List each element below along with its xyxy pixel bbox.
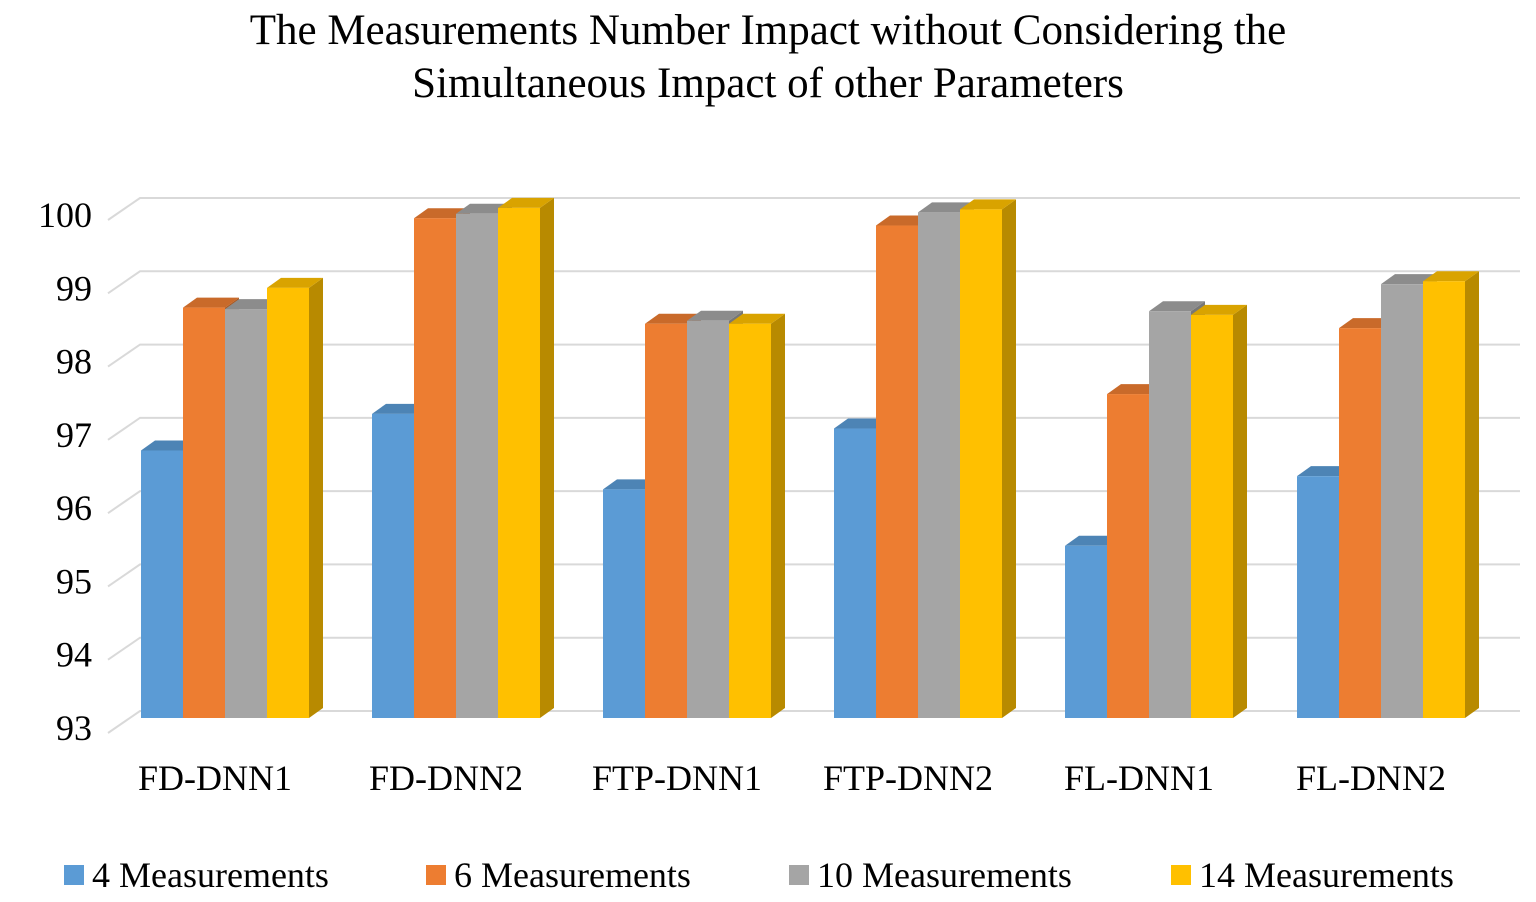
bar-front: [1381, 284, 1423, 718]
legend: 4 Measurements 6 Measurements 10 Measureme…: [0, 853, 1536, 897]
bar-front: [372, 413, 414, 718]
bar-front: [141, 450, 183, 718]
bars: [141, 197, 1479, 719]
bar-front: [498, 207, 540, 718]
legend-swatch: [64, 865, 84, 885]
bar-front: [876, 225, 918, 718]
bar-side: [1233, 304, 1247, 718]
bar-top: [267, 277, 323, 288]
y-tick-label: 95: [56, 561, 92, 601]
gridline: [107, 197, 1520, 221]
bar-front: [960, 209, 1002, 718]
legend-item: 4 Measurements: [64, 853, 329, 897]
bar-side: [771, 313, 785, 718]
bar-top: [960, 199, 1016, 210]
bar-front: [918, 212, 960, 719]
bar-front: [1149, 311, 1191, 718]
legend-swatch: [426, 865, 446, 885]
bar-front: [834, 428, 876, 718]
x-category-label: FL-DNN1: [1064, 758, 1214, 798]
legend-label: 14 Measurements: [1199, 855, 1454, 895]
legend-swatch: [1171, 865, 1191, 885]
bar-front: [1423, 281, 1465, 718]
chart-title: The Measurements Number Impact without C…: [0, 4, 1536, 110]
bar-ftp-dnn2-14: [960, 199, 1016, 718]
bar-front: [1339, 328, 1381, 718]
bar-front: [456, 213, 498, 718]
bar-side: [309, 277, 323, 718]
bar-side: [540, 197, 554, 719]
gridline: [107, 270, 1520, 295]
y-tick-label: 97: [56, 415, 92, 455]
gridline: [107, 563, 1520, 588]
y-tick-label: 99: [56, 268, 92, 308]
legend-label: 4 Measurements: [92, 855, 329, 895]
legend-item: 14 Measurements: [1171, 853, 1454, 897]
bar-ftp-dnn1-14: [729, 313, 785, 718]
bar-top: [1149, 301, 1205, 312]
bar-top: [1423, 271, 1479, 282]
bar-front: [1297, 476, 1339, 718]
x-category-label: FL-DNN2: [1296, 758, 1446, 798]
y-tick-label: 93: [56, 708, 92, 748]
x-axis-categories: FD-DNN1 FD-DNN2 FTP-DNN1 FTP-DNN2 FL-DNN1 FL-…: [138, 758, 1446, 798]
y-tick-label: 94: [56, 635, 92, 675]
bar-front: [267, 287, 309, 718]
bar-front: [225, 309, 267, 718]
gridlines: [107, 197, 1520, 734]
bar-front: [1065, 545, 1107, 718]
gridline: [107, 416, 1520, 441]
bar-front: [183, 307, 225, 718]
gridline: [107, 710, 1520, 734]
bar-chart: 93 94 95 96 97 98 99 100 FD-DNN1 FD-DNN2 FTP-DNN1…: [38, 195, 1520, 798]
legend-item: 10 Measurements: [789, 853, 1072, 897]
bar-top: [1191, 304, 1247, 315]
bar-front: [1191, 314, 1233, 718]
x-category-label: FTP-DNN1: [592, 758, 762, 798]
chart-title-line-1: The Measurements Number Impact without C…: [249, 7, 1287, 54]
bar-front: [603, 489, 645, 718]
y-tick-label: 100: [38, 195, 92, 235]
bar-fl-dnn2-14: [1423, 271, 1479, 718]
legend-item: 6 Measurements: [426, 853, 691, 897]
bar-front: [645, 323, 687, 718]
y-tick-label: 96: [56, 488, 92, 528]
legend-label: 10 Measurements: [817, 855, 1072, 895]
bar-front: [729, 323, 771, 718]
bar-top: [687, 310, 743, 321]
gridline: [107, 490, 1520, 514]
chart-title-line-2: Simultaneous Impact of other Parameters: [412, 60, 1124, 107]
y-axis-ticks: 93 94 95 96 97 98 99 100: [38, 195, 92, 748]
x-category-label: FD-DNN2: [369, 758, 523, 798]
gridline: [107, 636, 1520, 661]
x-category-label: FTP-DNN2: [823, 758, 993, 798]
y-tick-label: 98: [56, 342, 92, 382]
bar-top: [729, 313, 785, 324]
bar-top: [498, 197, 554, 208]
legend-label: 6 Measurements: [454, 855, 691, 895]
bar-front: [1107, 394, 1149, 718]
x-category-label: FD-DNN1: [138, 758, 292, 798]
bar-front: [687, 320, 729, 718]
bar-fl-dnn1-14: [1191, 304, 1247, 718]
bar-fd-dnn2-14: [498, 197, 554, 719]
legend-swatch: [789, 865, 809, 885]
bar-side: [1002, 199, 1016, 718]
gridline: [107, 343, 1520, 368]
bar-fd-dnn1-14: [267, 277, 323, 718]
bar-side: [1465, 271, 1479, 718]
bar-top: [183, 297, 239, 308]
bar-front: [414, 218, 456, 719]
